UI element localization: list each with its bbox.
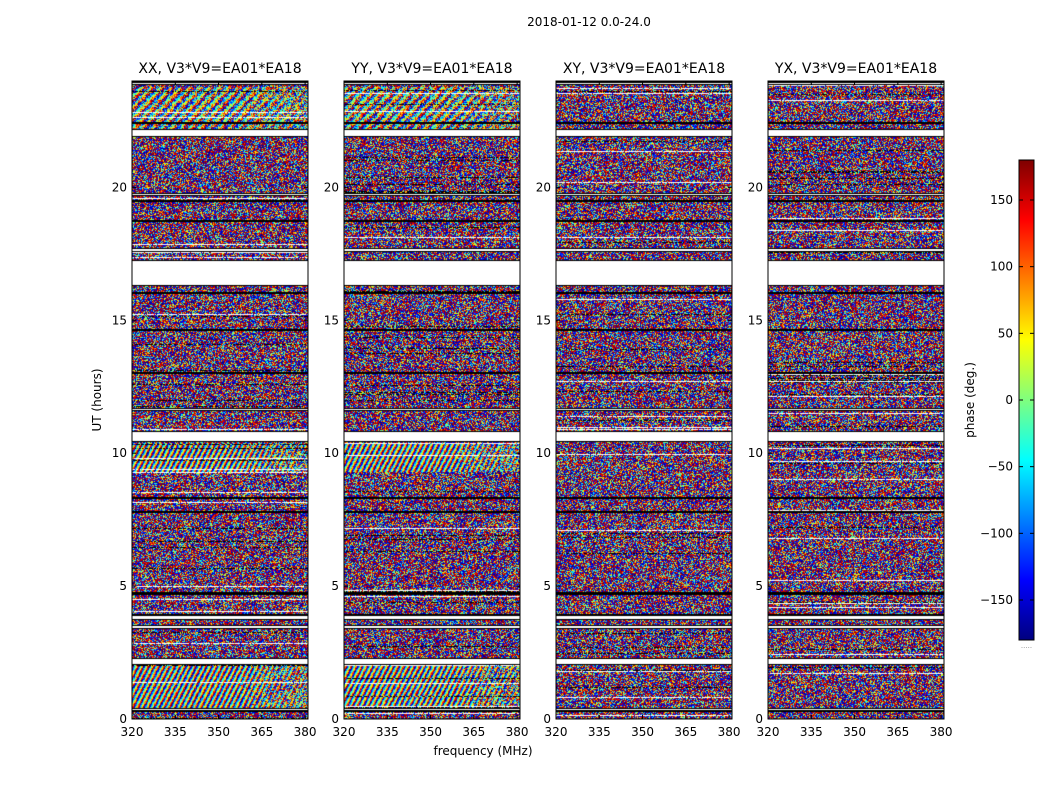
colorbar-tick-label: 50 (998, 326, 1013, 340)
x-tick-label: 380 (294, 725, 317, 739)
colorbar-tick-label: 0 (1005, 393, 1013, 407)
y-tick-label: 20 (748, 180, 763, 194)
colorbar-tick-label: 150 (990, 193, 1013, 207)
y-tick-label: 0 (543, 712, 551, 726)
panel-4: YX, V3*V9=EA01*EA18 320 335 350 365 380 0 5 10 15… (748, 61, 953, 739)
y-tick-label: 20 (324, 180, 339, 194)
panel-2: YY, V3*V9=EA01*EA18 320 335 350 365 380 0 5 10 15… (324, 61, 529, 739)
panel-2-frame (343, 80, 521, 720)
x-tick-label: 380 (506, 725, 529, 739)
x-tick-label: 365 (674, 725, 697, 739)
x-tick-label: 350 (631, 725, 654, 739)
y-tick-label: 5 (543, 579, 551, 593)
y-tick-label: 20 (536, 180, 551, 194)
x-tick-label: 320 (757, 725, 780, 739)
colorbar-tick-label: −100 (980, 526, 1013, 540)
x-tick-label: 365 (462, 725, 485, 739)
x-axis-label: frequency (MHz) (433, 744, 532, 758)
colorbar-tick-label: −150 (980, 593, 1013, 607)
panel-1-heatmap (132, 81, 308, 719)
panel-3-title: XY, V3*V9=EA01*EA18 (563, 61, 725, 77)
x-tick-label: 380 (718, 725, 741, 739)
x-tick-label: 335 (800, 725, 823, 739)
x-tick-label: 380 (930, 725, 953, 739)
x-tick-label: 320 (121, 725, 144, 739)
x-tick-label: 350 (207, 725, 230, 739)
y-tick-label: 5 (331, 579, 339, 593)
x-tick-label: 350 (843, 725, 866, 739)
x-tick-label: 320 (333, 725, 356, 739)
colorbar-tick-label: −50 (988, 460, 1013, 474)
x-tick-label: 335 (164, 725, 187, 739)
y-tick-label: 0 (331, 712, 339, 726)
panels-group: XX, V3*V9=EA01*EA18 320 335 350 365 380 0 5 10 15… (112, 61, 953, 739)
panel-2-heatmap (344, 81, 520, 719)
x-tick-label: 335 (376, 725, 399, 739)
panel-1: XX, V3*V9=EA01*EA18 320 335 350 365 380 0 5 10 15… (112, 61, 317, 739)
y-axis-label: UT (hours) (90, 368, 104, 431)
x-tick-label: 365 (886, 725, 909, 739)
y-tick-label: 15 (112, 313, 127, 327)
panel-4-title: YX, V3*V9=EA01*EA18 (774, 61, 937, 77)
colorbar-tick-label: 100 (990, 260, 1013, 274)
panel-4-frame (767, 80, 945, 720)
figure-title: 2018-01-12 0.0-24.0 (527, 15, 651, 29)
x-tick-label: 335 (588, 725, 611, 739)
y-tick-label: 10 (536, 446, 551, 460)
panel-1-title: XX, V3*V9=EA01*EA18 (138, 61, 301, 77)
y-tick-label: 15 (536, 313, 551, 327)
y-tick-label: 10 (748, 446, 763, 460)
colorbar-footnote: ..... (1021, 642, 1032, 650)
x-tick-label: 365 (250, 725, 273, 739)
panel-1-frame (131, 80, 309, 720)
panel-3-frame (555, 80, 733, 720)
x-tick-label: 320 (545, 725, 568, 739)
panel-2-title: YY, V3*V9=EA01*EA18 (350, 61, 512, 77)
y-tick-label: 0 (119, 712, 127, 726)
y-tick-label: 5 (755, 579, 763, 593)
panel-3-heatmap (556, 81, 732, 719)
y-tick-label: 15 (748, 313, 763, 327)
panel-3: XY, V3*V9=EA01*EA18 320 335 350 365 380 0 5 10 15… (536, 61, 741, 739)
y-tick-label: 15 (324, 313, 339, 327)
panel-4-heatmap (768, 81, 944, 719)
colorbar-label: phase (deg.) (963, 362, 977, 438)
colorbar: 150 100 50 0 −50 −100 −150 phase (deg.)..... (963, 159, 1035, 650)
y-tick-label: 10 (112, 446, 127, 460)
y-tick-label: 5 (119, 579, 127, 593)
y-tick-label: 20 (112, 180, 127, 194)
y-tick-label: 10 (324, 446, 339, 460)
x-tick-label: 350 (419, 725, 442, 739)
y-tick-label: 0 (755, 712, 763, 726)
